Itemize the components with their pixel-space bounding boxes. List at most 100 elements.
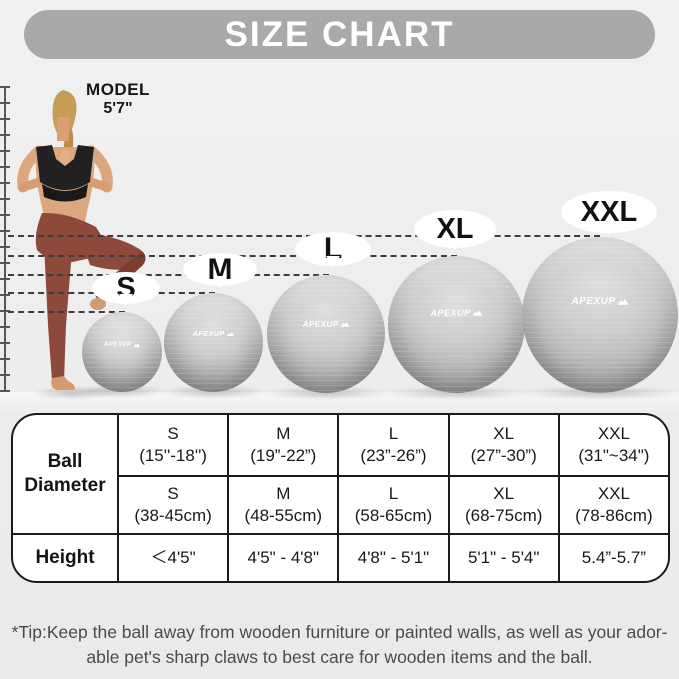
table-cell-m-height: 4'5" - 4'8"	[227, 533, 338, 581]
cell-range: (38-45cm)	[134, 506, 212, 525]
table-cell-s-height: ＜4'5"	[117, 533, 228, 581]
brand-name: APEXUP	[571, 296, 616, 308]
ball-size-bubble-m: M	[183, 253, 257, 286]
brand-name: APEXUP	[430, 308, 471, 319]
table-cell-xl-cm: XL (68-75cm)	[447, 475, 558, 533]
size-label: XXL	[580, 195, 638, 228]
ball-shadow	[260, 386, 392, 400]
ball-shadow	[380, 386, 533, 400]
cell-size: L	[388, 483, 399, 503]
cell-size: S	[167, 483, 179, 503]
ball-shadow	[514, 386, 679, 400]
table-cell-xxl-cm: XXL (78-86cm)	[557, 475, 668, 533]
page-title: SIZE CHART	[224, 14, 455, 54]
cell-range: (23”-26”)	[360, 446, 427, 465]
cell-size: XXL	[597, 423, 630, 443]
table-cell-l-cm: L (58-65cm)	[337, 475, 448, 533]
tip-line-2: able pet's sharp claws to best care for …	[86, 646, 593, 667]
table-cell-s-cm: S (38-45cm)	[117, 475, 228, 533]
cell-range: (68-75cm)	[464, 506, 543, 525]
model-shadow	[30, 386, 116, 400]
size-label: M	[207, 252, 233, 286]
model-label: MODEL 5'7"	[70, 80, 166, 118]
cell-range: (78-86cm)	[575, 506, 653, 525]
table-cell-xl-inches: XL (27”-30”)	[447, 415, 558, 475]
table-cell-m-cm: M (48-55cm)	[227, 475, 338, 533]
cell-size: XL	[493, 483, 515, 503]
cell-size: XXL	[597, 483, 630, 503]
exercise-ball-l: APEXUP	[267, 275, 385, 393]
ball-texture	[267, 275, 385, 393]
brand-name: APEXUP	[302, 319, 339, 329]
mountain-icon	[472, 310, 483, 316]
table-cell-xl-height: 5'1" - 5'4"	[447, 533, 558, 581]
tip-line-1: *Tip:Keep the ball away from wooden furn…	[11, 622, 668, 642]
cell-range: (48-55cm)	[244, 506, 323, 525]
model-height-value: 5'7"	[103, 100, 133, 117]
brand-logo: APEXUP	[267, 320, 385, 329]
model-figure	[17, 90, 146, 390]
cell-range: (31"~34")	[578, 446, 650, 465]
exercise-ball-xxl: APEXUP	[522, 237, 678, 393]
exercise-ball-xl: APEXUP	[388, 256, 525, 393]
cell-range: (15''-18'')	[139, 446, 207, 465]
cell-size: S	[167, 423, 179, 443]
cell-range: (58-65cm)	[354, 506, 433, 525]
cell-size: M	[276, 483, 291, 503]
exercise-ball-m: APEXUP	[164, 293, 263, 392]
table-cell-xxl-height: 5.4”-5.7”	[557, 533, 668, 581]
table-cell-l-inches: L (23”-26”)	[337, 415, 447, 475]
tip-text: *Tip:Keep the ball away from wooden furn…	[0, 620, 679, 670]
table-cell-l-height: 4'8" - 5'1"	[337, 533, 448, 581]
cell-range: (19”-22”)	[250, 446, 317, 465]
ball-size-bubble-xl: XL	[414, 210, 496, 248]
ball-size-bubble-xxl: XXL	[561, 191, 657, 233]
ball-texture	[388, 256, 525, 393]
floor-strip	[0, 392, 679, 414]
ball-texture	[82, 312, 162, 392]
height-dashed-line-xxl	[8, 235, 600, 237]
sports-top	[36, 145, 94, 190]
size-label: S	[116, 271, 136, 304]
standing-leg	[44, 245, 72, 381]
brand-logo: APEXUP	[522, 296, 678, 307]
brand-logo: APEXUP	[388, 308, 525, 318]
height-dashed-line-l	[8, 274, 329, 276]
cell-size: XL	[493, 423, 515, 443]
mountain-icon	[226, 332, 235, 337]
height-ruler	[4, 86, 6, 392]
standing-foot	[51, 376, 75, 390]
ball-texture	[164, 293, 263, 392]
cell-size: L	[388, 423, 399, 443]
tucked-foot	[90, 298, 106, 310]
table-header-height: Height	[13, 533, 117, 581]
ball-texture	[522, 237, 678, 393]
ball-shadow	[158, 385, 270, 399]
brand-name: APEXUP	[103, 342, 132, 349]
ball-size-bubble-s: S	[92, 272, 160, 304]
cell-size: M	[276, 423, 291, 443]
size-chart-banner: SIZE CHART	[24, 10, 655, 59]
model-title: MODEL	[86, 80, 150, 99]
height-dashed-line-s	[8, 311, 125, 313]
table-cell-m-inches: M (19”-22”)	[227, 415, 337, 475]
neck	[57, 117, 69, 141]
brand-name: APEXUP	[192, 330, 225, 338]
exercise-ball-s: APEXUP	[82, 312, 162, 392]
brand-logo: APEXUP	[82, 342, 162, 348]
brand-logo: APEXUP	[164, 331, 263, 338]
table-cell-s-inches: S (15''-18'')	[117, 415, 227, 475]
mountain-icon	[133, 343, 141, 348]
mountain-icon	[340, 321, 350, 327]
size-table: Ball Diameter S (15''-18'') M (19”-22”) …	[11, 413, 670, 583]
size-label: XL	[436, 212, 474, 245]
table-cell-xxl-inches: XXL (31"~34")	[557, 415, 668, 475]
cell-range: (27”-30”)	[470, 446, 537, 465]
ball-size-bubble-l: L	[295, 232, 371, 266]
mountain-icon	[617, 298, 629, 305]
table-header-ball-diameter: Ball Diameter	[24, 451, 106, 496]
bent-thigh	[78, 231, 146, 270]
size-label: L	[323, 232, 343, 265]
sports-top-band	[42, 184, 88, 202]
